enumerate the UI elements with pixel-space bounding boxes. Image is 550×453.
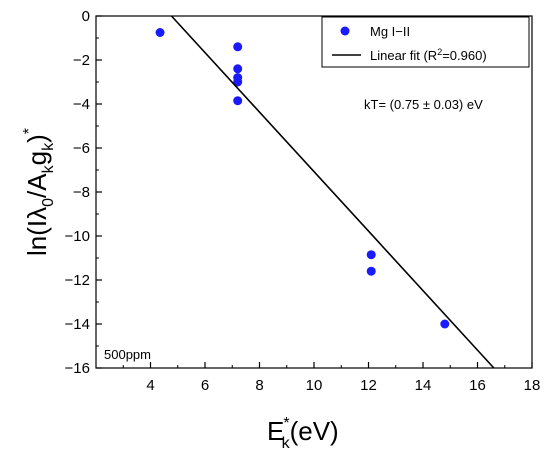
data-point: [366, 250, 376, 260]
data-point: [233, 64, 243, 74]
y-title-sub2: k: [40, 164, 57, 173]
data-point: [233, 77, 243, 87]
data-point: [233, 42, 243, 52]
y-axis-title: ln(Iλ0/Akgk)*: [21, 128, 57, 256]
legend-marker-scatter: [340, 26, 350, 36]
legend-fit-sup: 2: [437, 47, 442, 57]
linear-fit-line: [170, 15, 495, 369]
y-tick-label: −8: [73, 184, 90, 201]
legend-box: [321, 16, 530, 68]
legend-label-scatter: Mg I−II: [370, 24, 410, 39]
y-title-sub1: 0: [40, 198, 57, 207]
x-tick-label: 10: [306, 377, 323, 394]
y-tick-label: −10: [65, 228, 90, 245]
x-title-main: E: [267, 416, 284, 446]
sample-annotation: 500ppm: [104, 347, 151, 362]
legend-fit-prefix: Linear fit (R: [370, 48, 437, 63]
tick-labels: 4 6 8 10 12 14 16 18 0 −2 −4 −6 −8 −10 −12 −14 −16: [65, 8, 541, 394]
y-axis-title-group: ln(Iλ0/Akgk)*: [21, 128, 57, 256]
y-title-p1: ln(Iλ: [22, 207, 52, 256]
y-title-p3: g: [22, 151, 52, 165]
data-point: [155, 28, 165, 37]
ticks: [96, 15, 533, 369]
kt-annotation: kT= (0.75 ± 0.03) eV: [364, 97, 483, 112]
y-title-sub3: k: [40, 142, 57, 151]
y-tick-label: −2: [73, 52, 90, 69]
x-axis-title: E* k(eV): [267, 415, 339, 452]
legend-label-fit: Linear fit (R2=0.960): [370, 47, 487, 63]
legend: Mg I−II Linear fit (R2=0.960): [321, 16, 530, 68]
y-tick-label: −14: [65, 316, 90, 333]
series-layer: [155, 15, 495, 369]
data-point: [440, 319, 450, 329]
data-point: [366, 266, 376, 276]
x-title-sub: k: [282, 435, 291, 452]
y-title-sup: *: [21, 128, 38, 134]
plot-frame: [95, 15, 533, 369]
y-title-p2: /A: [22, 173, 52, 198]
x-tick-label: 18: [524, 377, 541, 394]
y-tick-label: −12: [65, 272, 90, 289]
y-tick-label: 0: [82, 8, 90, 25]
x-tick-label: 16: [469, 377, 486, 394]
x-tick-label: 14: [415, 377, 432, 394]
x-title-sup: *: [283, 415, 289, 432]
y-title-p4: ): [22, 134, 52, 143]
y-tick-label: −16: [65, 360, 90, 377]
y-tick-label: −4: [73, 96, 90, 113]
x-tick-label: 4: [146, 377, 154, 394]
legend-fit-suffix: =0.960): [442, 48, 486, 63]
x-tick-label: 6: [201, 377, 209, 394]
x-tick-label: 12: [360, 377, 377, 394]
x-tick-label: 8: [255, 377, 263, 394]
x-title-rest: (eV): [290, 416, 339, 446]
data-point: [233, 96, 243, 106]
y-tick-label: −6: [73, 140, 90, 157]
